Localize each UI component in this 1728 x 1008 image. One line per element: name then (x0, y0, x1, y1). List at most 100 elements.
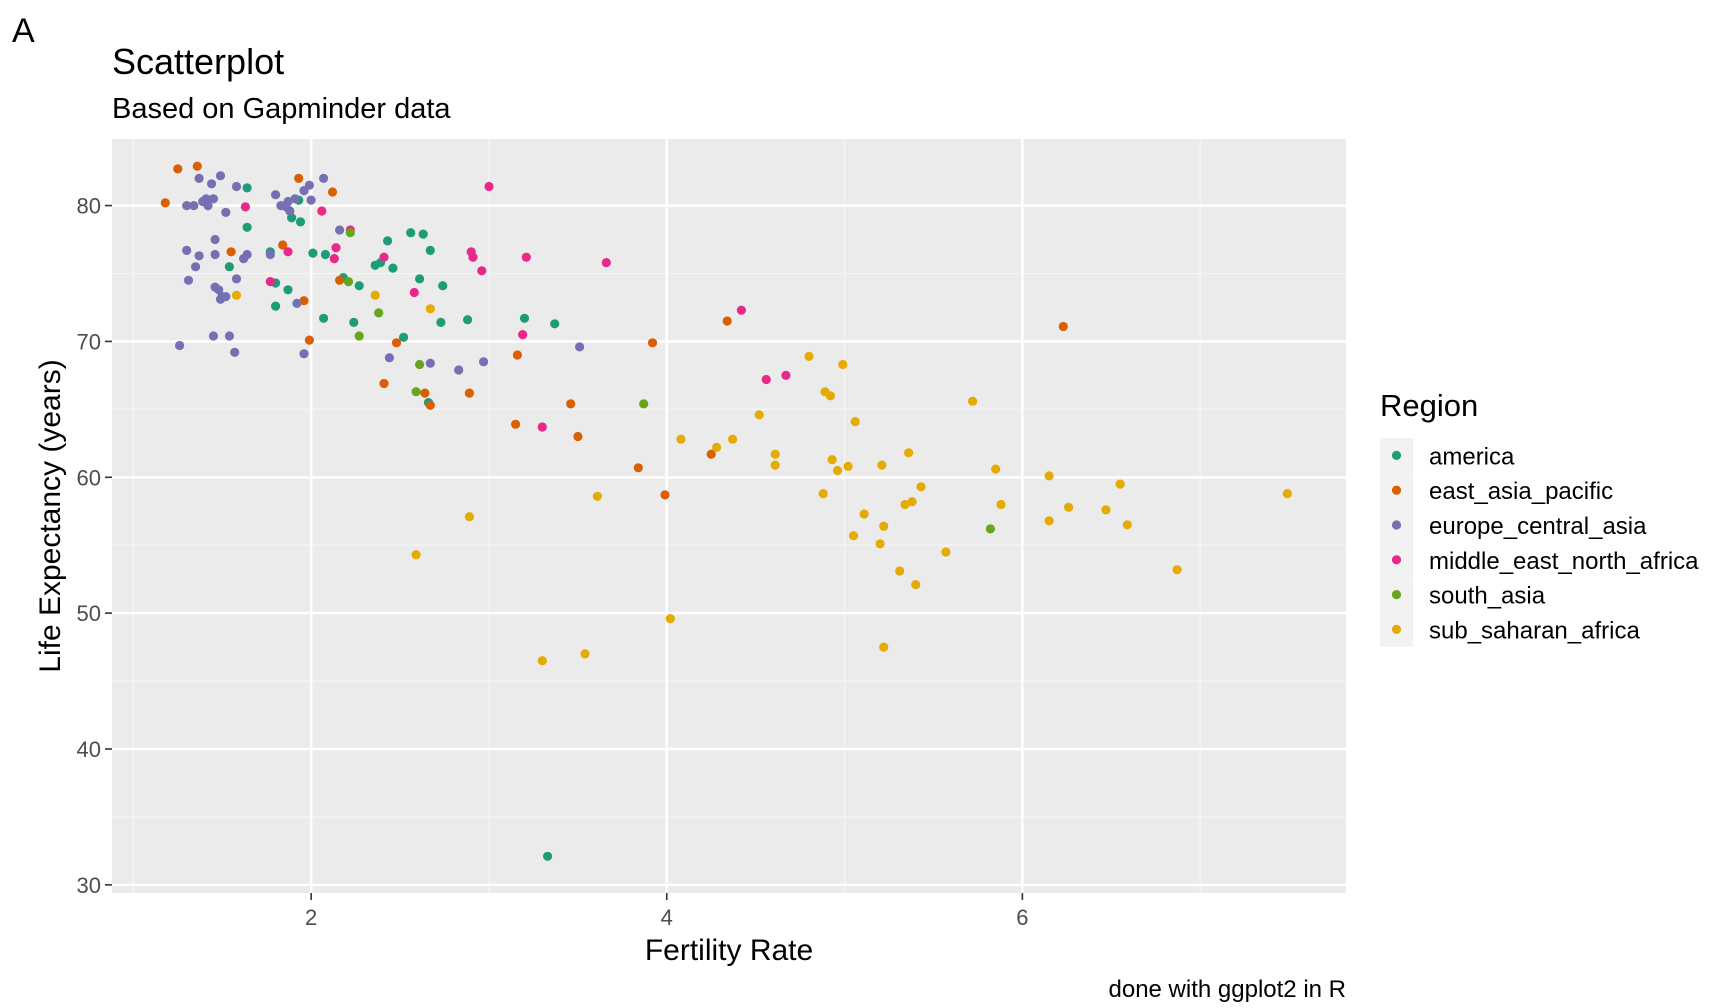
data-point (438, 281, 448, 291)
data-point (728, 434, 738, 444)
data-point (537, 656, 547, 666)
data-point (573, 431, 583, 442)
data-point (425, 358, 435, 368)
data-point (271, 301, 281, 311)
data-points (160, 161, 1292, 861)
data-point (985, 524, 996, 534)
data-point (411, 387, 421, 397)
data-point (231, 181, 242, 192)
data-point (285, 206, 295, 216)
minor-gridlines (112, 139, 1346, 893)
data-point (911, 580, 921, 590)
series-east_asia_pacific (160, 161, 1068, 500)
data-point (550, 319, 560, 329)
data-point (226, 247, 236, 257)
legend-item-sub_saharan_africa: sub_saharan_africa (1380, 612, 1640, 647)
legend-item-middle_east_north_africa: middle_east_north_africa (1380, 542, 1699, 578)
data-point (804, 351, 814, 361)
legend-item-europe_central_asia: europe_central_asia (1380, 507, 1647, 543)
data-point (1064, 502, 1074, 512)
data-point (182, 245, 192, 255)
legend-item-america: america (1380, 438, 1515, 473)
legend-item-south_asia: south_asia (1380, 577, 1546, 612)
data-point (345, 228, 355, 238)
data-point (240, 202, 250, 212)
legend-swatch (1391, 520, 1402, 530)
data-point (519, 313, 530, 323)
data-point (292, 298, 302, 308)
data-point (415, 359, 425, 370)
data-point (329, 254, 339, 264)
data-point (1058, 321, 1068, 332)
data-point (331, 243, 341, 253)
data-point (317, 206, 327, 216)
y-tick-label: 70 (77, 329, 101, 354)
y-tick-label: 40 (77, 737, 101, 762)
data-point (411, 550, 421, 560)
data-point (761, 374, 771, 385)
data-point (335, 275, 345, 285)
data-point (916, 482, 926, 492)
chart-subtitle: Based on Gapminder data (112, 93, 451, 125)
y-tick-label: 30 (77, 873, 101, 898)
data-point (464, 512, 474, 522)
data-point (825, 391, 836, 401)
data-point (454, 365, 464, 375)
data-point (991, 464, 1001, 474)
data-point (633, 463, 643, 473)
data-point (320, 249, 330, 260)
data-point (308, 248, 318, 258)
data-point (706, 449, 716, 459)
series-middle_east_north_africa (240, 181, 791, 432)
series-sub_saharan_africa (231, 290, 1292, 666)
data-point (1172, 565, 1182, 575)
data-point (349, 317, 359, 327)
legend-label: america (1429, 443, 1515, 470)
data-point (231, 290, 242, 300)
series-south_asia (343, 228, 996, 534)
data-point (191, 262, 201, 272)
data-point (479, 357, 489, 367)
data-point (566, 399, 576, 409)
data-point (160, 198, 170, 208)
data-point (543, 851, 553, 861)
data-point (354, 331, 364, 341)
x-tick-label: 2 (305, 905, 317, 930)
data-point (335, 225, 345, 235)
data-point (183, 275, 194, 285)
y-tick-label: 60 (77, 465, 101, 490)
data-point (879, 521, 889, 531)
data-point (736, 305, 747, 315)
data-point (832, 465, 843, 476)
data-point (217, 292, 227, 302)
data-point (343, 277, 354, 287)
legend-swatch (1391, 485, 1402, 495)
data-point (592, 491, 603, 501)
legend-label: south_asia (1429, 583, 1546, 610)
chart-caption: done with ggplot2 in R (1109, 976, 1347, 1003)
data-point (477, 266, 487, 276)
x-axis: 2 4 6 (305, 893, 1029, 930)
data-point (1122, 520, 1132, 530)
data-point (941, 547, 951, 557)
data-point (278, 240, 288, 250)
data-point (221, 207, 231, 217)
data-point (843, 461, 853, 471)
data-point (420, 388, 430, 398)
data-point (968, 396, 978, 406)
data-point (518, 330, 528, 340)
data-point (425, 400, 435, 410)
data-point (1101, 505, 1111, 515)
y-tick-label: 80 (77, 194, 101, 219)
data-point (182, 201, 192, 211)
data-point (210, 234, 220, 245)
data-point (436, 317, 446, 327)
data-point (242, 222, 252, 232)
data-point (265, 277, 275, 287)
legend-swatch (1391, 555, 1402, 565)
data-point (299, 349, 309, 359)
legend-label: europe_central_asia (1429, 513, 1647, 540)
data-point (877, 460, 887, 470)
data-point (875, 539, 885, 549)
